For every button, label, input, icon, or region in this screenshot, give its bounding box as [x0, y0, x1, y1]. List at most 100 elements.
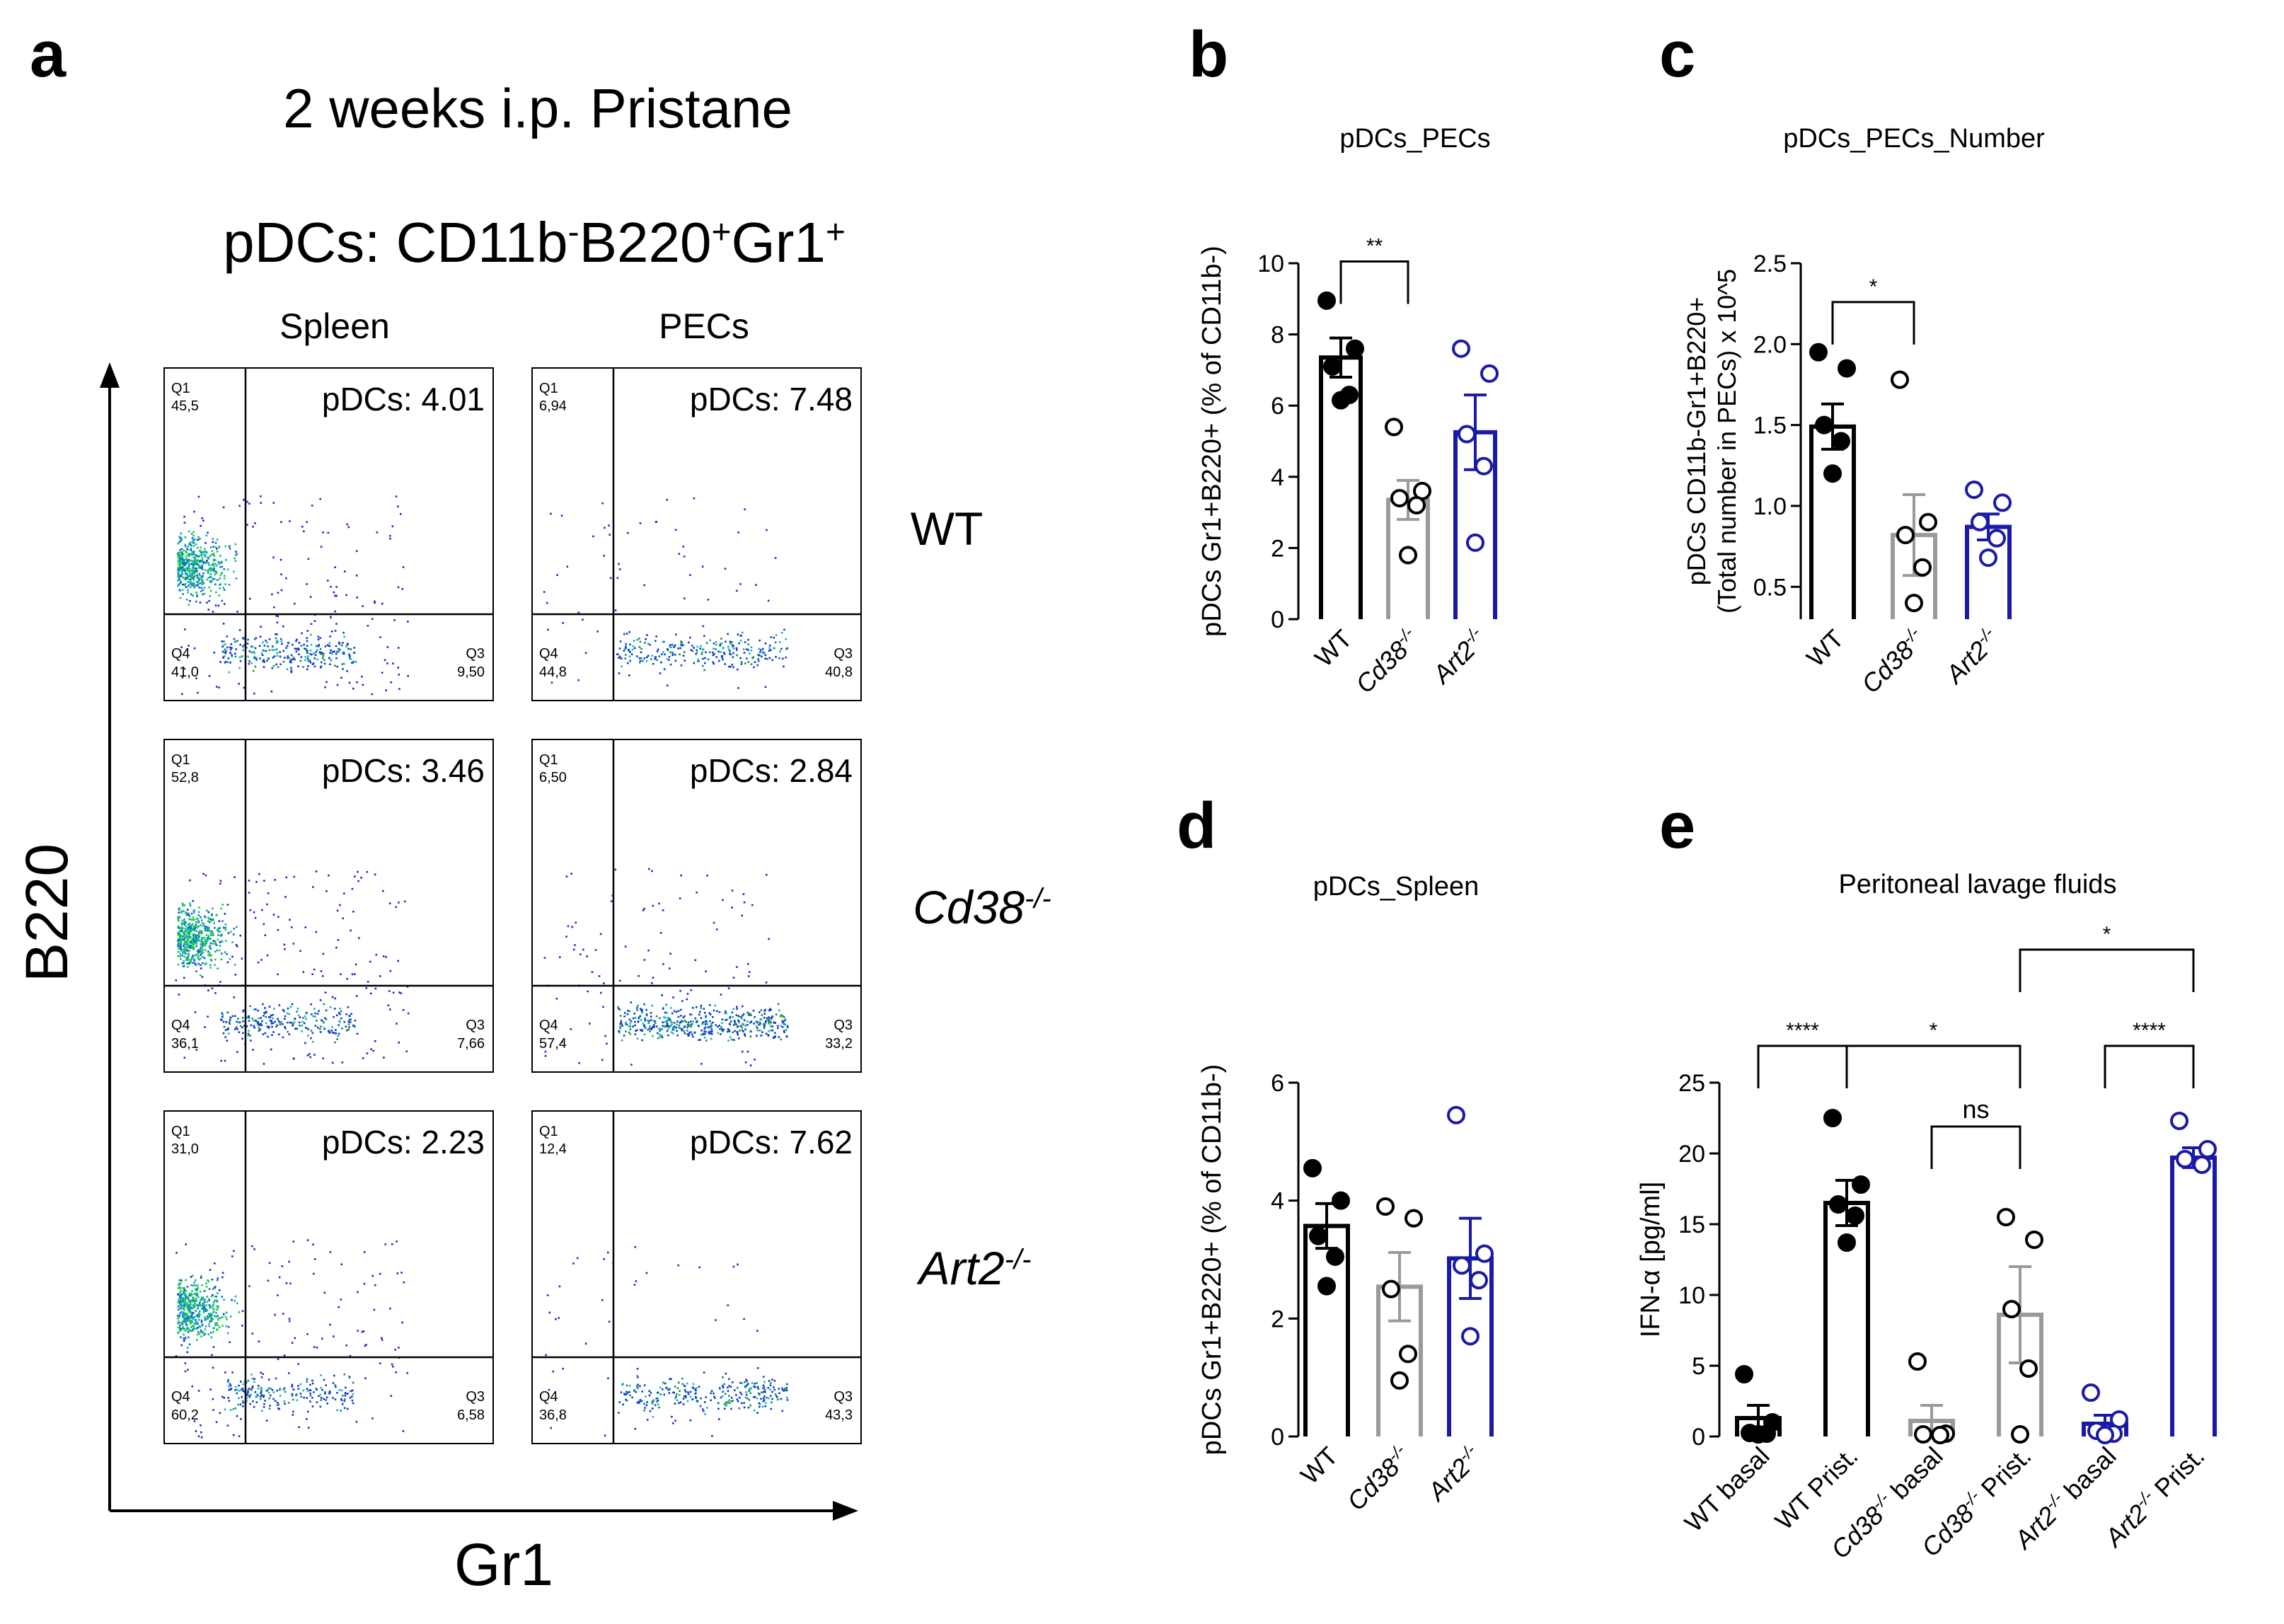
flow-event [289, 659, 292, 661]
flow-event [715, 656, 718, 658]
data-point [1735, 1365, 1753, 1383]
flow-event [668, 1392, 671, 1394]
flow-event [659, 1017, 661, 1020]
flow-event [661, 994, 663, 996]
flow-event [248, 502, 250, 505]
flow-event [253, 1406, 255, 1408]
flow-event [299, 950, 301, 952]
flow-event [764, 654, 767, 657]
flow-event [741, 1402, 743, 1405]
flow-event [221, 1395, 224, 1398]
flow-event [233, 996, 236, 998]
flow-event [187, 923, 190, 926]
flow-event [701, 651, 703, 654]
flow-event [320, 1399, 322, 1401]
flow-event [696, 1020, 698, 1023]
flow-event [199, 560, 201, 563]
flow-event [325, 1009, 328, 1012]
flow-event [263, 644, 266, 647]
flow-event [633, 1013, 636, 1015]
flow-event [784, 1023, 786, 1026]
flow-event [267, 1279, 270, 1282]
flow-event [619, 1015, 622, 1017]
flow-event [214, 1323, 217, 1325]
flow-event [307, 665, 309, 667]
flow-event [735, 1394, 737, 1396]
flow-event [348, 1026, 350, 1028]
flow-event [190, 1321, 192, 1324]
flow-event [768, 1023, 771, 1025]
flow-event [574, 944, 576, 946]
flow-event [718, 1025, 720, 1027]
flow-event [369, 960, 371, 963]
flow-event [205, 930, 207, 932]
flow-event [710, 1399, 712, 1402]
flow-event [771, 1029, 774, 1032]
flow-event [673, 1010, 676, 1013]
flow-event [682, 1016, 685, 1019]
flow-event [350, 1013, 352, 1015]
y-tick-label: 0 [1271, 1424, 1284, 1451]
flow-event [248, 1388, 250, 1390]
flow-event [179, 1295, 181, 1297]
flow-event [655, 1015, 658, 1018]
flow-event [320, 546, 323, 548]
flow-event [178, 1322, 180, 1324]
flow-event [251, 1245, 253, 1248]
flow-event [634, 1020, 636, 1023]
flow-event [192, 1329, 195, 1332]
flow-event [267, 1025, 270, 1028]
flow-event [628, 674, 630, 676]
flow-event [198, 906, 200, 909]
flow-event [224, 648, 226, 650]
flow-event [177, 925, 180, 928]
flow-event [200, 560, 203, 563]
flow-event [185, 1320, 188, 1323]
flow-event [332, 1397, 334, 1399]
flow-plot-events [543, 497, 788, 689]
flow-event [212, 563, 215, 566]
flow-event [632, 1025, 634, 1027]
flow-event [786, 1399, 789, 1401]
flow-event [248, 1285, 250, 1287]
flow-event [210, 954, 213, 957]
flow-event [727, 645, 729, 648]
data-point [1846, 1207, 1864, 1225]
flow-event [194, 572, 196, 575]
flow-event [381, 602, 383, 605]
flow-event [195, 964, 197, 966]
flow-event [689, 1390, 692, 1393]
flow-event [625, 654, 627, 656]
flow-event [689, 636, 691, 639]
flow-event [292, 1398, 294, 1401]
flow-event [374, 1284, 376, 1286]
flow-event [182, 1301, 185, 1303]
flow-event [273, 1008, 275, 1010]
flow-event [179, 1330, 182, 1332]
flow-event [200, 1329, 202, 1332]
flow-event [625, 1030, 627, 1032]
flow-event [742, 1023, 744, 1025]
flow-event [631, 1396, 633, 1399]
flow-event [781, 1410, 784, 1412]
flow-event [307, 1427, 310, 1429]
flow-event [204, 928, 207, 930]
flow-event [343, 892, 345, 894]
flow-event [622, 1403, 624, 1406]
flow-event [742, 1023, 745, 1026]
flow-event [217, 1279, 219, 1282]
flow-event [329, 1006, 332, 1008]
flow-event [187, 592, 189, 594]
flow-event [314, 654, 317, 656]
flow-event [686, 1382, 688, 1385]
flow-event [209, 1306, 212, 1308]
flow-event [700, 645, 702, 647]
flow-event [324, 1393, 326, 1395]
flow-event [634, 1033, 637, 1035]
flow-event [186, 909, 189, 911]
flow-event [277, 615, 279, 618]
flow-event [684, 1396, 687, 1399]
flow-event [616, 653, 618, 655]
flow-event [709, 1004, 711, 1006]
flow-event [197, 957, 200, 960]
